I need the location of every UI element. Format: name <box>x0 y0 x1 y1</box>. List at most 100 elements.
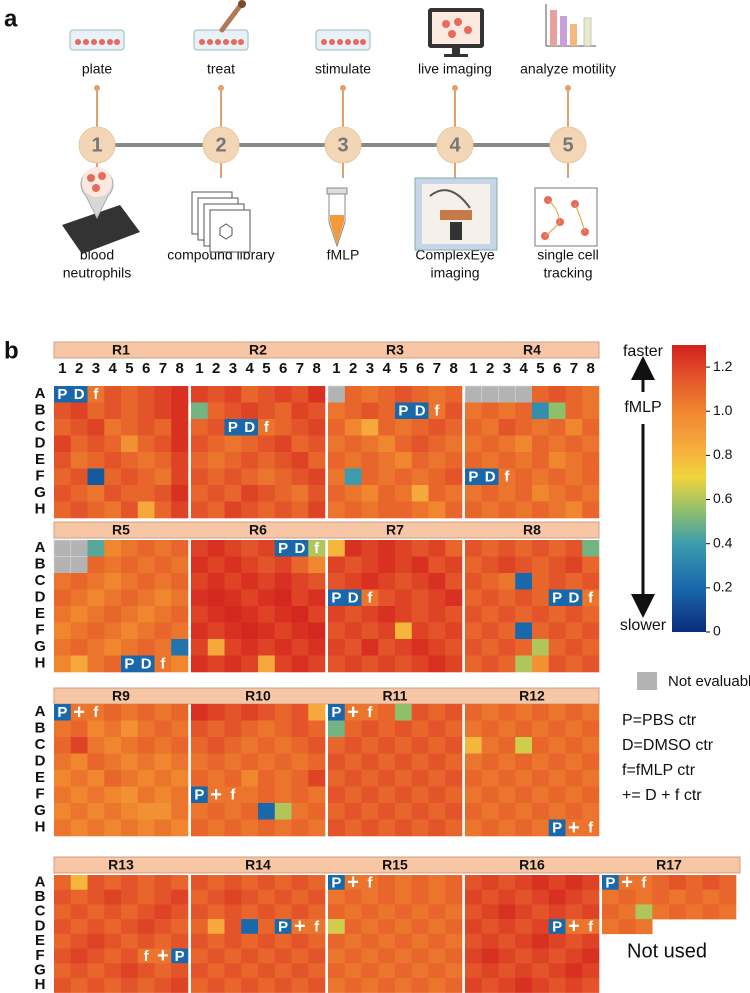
column-label: 7 <box>570 360 578 377</box>
cell <box>291 485 309 502</box>
cell <box>481 540 499 557</box>
cell <box>344 963 362 979</box>
cell <box>428 786 446 804</box>
cell <box>308 655 326 673</box>
cell <box>498 933 516 949</box>
cell <box>137 875 155 890</box>
cell <box>191 919 209 935</box>
control-label: P <box>228 419 238 436</box>
cell <box>635 919 653 935</box>
cell <box>582 803 600 820</box>
control-label: P <box>552 590 562 607</box>
cell <box>291 655 309 673</box>
row-label: F <box>35 468 44 485</box>
cell <box>241 419 259 436</box>
cell <box>481 977 499 993</box>
cell <box>87 720 105 738</box>
cell <box>70 819 88 837</box>
cell <box>87 889 105 905</box>
cell <box>154 737 172 754</box>
cell <box>361 386 379 403</box>
cell <box>274 889 292 905</box>
row-label: F <box>35 786 44 803</box>
cell <box>532 963 550 979</box>
cell <box>171 622 189 640</box>
cell <box>171 770 189 787</box>
cell <box>241 540 259 557</box>
cell <box>515 622 533 640</box>
cell <box>224 919 242 935</box>
cell <box>258 948 276 964</box>
control-label: + <box>347 872 359 894</box>
cell <box>241 889 259 905</box>
cell <box>411 485 429 502</box>
cell <box>465 435 483 453</box>
cell <box>378 819 396 837</box>
row-label: D <box>35 753 46 770</box>
cell <box>121 468 139 486</box>
cell <box>171 589 189 607</box>
cell <box>54 904 72 920</box>
cell <box>411 904 429 920</box>
cell <box>465 452 483 469</box>
cell <box>191 452 209 469</box>
cell <box>121 402 139 420</box>
cell <box>582 589 600 607</box>
cell <box>87 786 105 804</box>
cell <box>171 501 189 519</box>
plate-name: R12 <box>519 688 545 704</box>
cell <box>602 919 620 935</box>
cell <box>582 556 600 574</box>
cell <box>378 803 396 820</box>
cell <box>445 770 463 787</box>
cell <box>87 904 105 920</box>
cell <box>104 606 122 623</box>
cell <box>395 468 413 486</box>
cell <box>241 402 259 420</box>
cell <box>274 720 292 738</box>
cell <box>137 468 155 486</box>
cell <box>274 977 292 993</box>
cell <box>224 655 242 673</box>
cell <box>481 904 499 920</box>
column-label: 7 <box>296 360 304 377</box>
cell <box>224 573 242 590</box>
annotation: Not used <box>627 940 707 962</box>
cell <box>291 737 309 754</box>
cell <box>498 819 516 837</box>
cell <box>465 875 483 890</box>
cell <box>481 770 499 787</box>
cell <box>224 720 242 738</box>
cell <box>378 435 396 453</box>
cell <box>258 639 276 656</box>
cell <box>291 402 309 420</box>
cell <box>274 606 292 623</box>
cell <box>582 753 600 771</box>
cell <box>361 435 379 453</box>
cell <box>87 540 105 557</box>
cell <box>241 770 259 787</box>
cell <box>481 753 499 771</box>
cell <box>532 786 550 804</box>
cell <box>70 977 88 993</box>
cell <box>378 556 396 574</box>
cell <box>207 452 225 469</box>
cell <box>207 419 225 436</box>
cell <box>411 753 429 771</box>
cell <box>361 419 379 436</box>
cell <box>515 803 533 820</box>
cell <box>191 904 209 920</box>
cell <box>291 556 309 574</box>
cell <box>308 770 326 787</box>
cell <box>104 753 122 771</box>
cell <box>54 977 72 993</box>
cell <box>344 875 362 890</box>
cell <box>548 419 566 436</box>
cell <box>241 819 259 837</box>
cell <box>565 655 583 673</box>
cell <box>532 402 550 420</box>
cell <box>87 753 105 771</box>
cell <box>328 655 346 673</box>
